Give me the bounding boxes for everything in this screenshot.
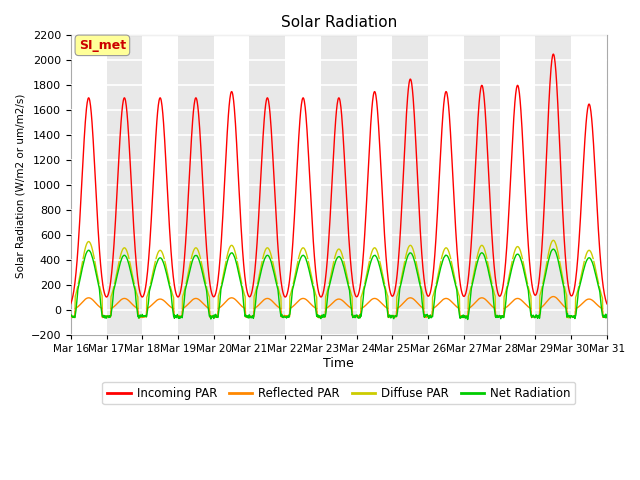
Bar	[500, 36, 536, 336]
Bar	[71, 36, 106, 336]
Title: Solar Radiation: Solar Radiation	[281, 15, 397, 30]
Bar	[214, 36, 250, 336]
Y-axis label: Solar Radiation (W/m2 or um/m2/s): Solar Radiation (W/m2 or um/m2/s)	[15, 93, 25, 277]
Bar	[428, 36, 464, 336]
Bar	[250, 36, 285, 336]
Bar	[392, 36, 428, 336]
X-axis label: Time: Time	[323, 357, 354, 370]
Text: SI_met: SI_met	[79, 39, 126, 52]
Bar	[536, 36, 571, 336]
Legend: Incoming PAR, Reflected PAR, Diffuse PAR, Net Radiation: Incoming PAR, Reflected PAR, Diffuse PAR…	[102, 382, 575, 404]
Bar	[464, 36, 500, 336]
Bar	[106, 36, 142, 336]
Bar	[178, 36, 214, 336]
Bar	[285, 36, 321, 336]
Bar	[321, 36, 356, 336]
Bar	[571, 36, 607, 336]
Bar	[356, 36, 392, 336]
Bar	[142, 36, 178, 336]
